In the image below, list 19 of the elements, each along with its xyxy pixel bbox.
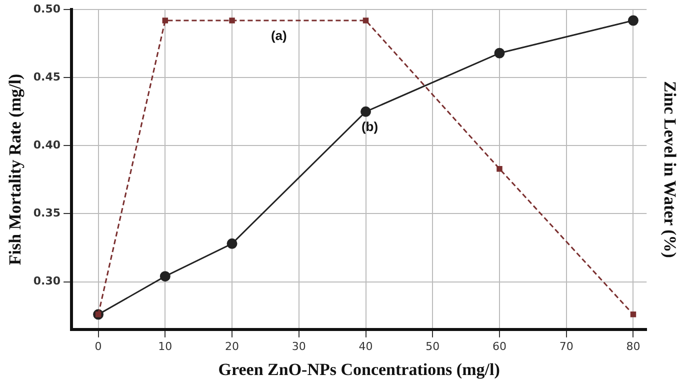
y-axis-title: Fish Mortality Rate (mg/l) — [6, 74, 25, 266]
x-tick-label: 50 — [426, 340, 440, 353]
y-tick-label: 0.35 — [33, 206, 61, 220]
series-label: (b) — [361, 119, 378, 134]
y-tick-label: 0.50 — [33, 2, 61, 16]
x-tick-label: 80 — [626, 340, 640, 353]
x-tick-label: 20 — [225, 340, 240, 353]
y2-axis-title: Zinc Level in Water (%) — [660, 81, 680, 258]
x-tick-label: 0 — [94, 340, 102, 353]
x-axis-title: Green ZnO-NPs Concentrations (mg/l) — [218, 360, 500, 380]
y-tick-label: 0.30 — [33, 274, 61, 288]
y-tick-label: 0.45 — [33, 70, 61, 84]
y-tick-label: 0.40 — [33, 138, 61, 152]
series-label: (a) — [270, 28, 287, 44]
x-tick-label: 30 — [292, 340, 306, 353]
x-tick-label: 60 — [492, 340, 506, 353]
x-tick-label: 40 — [358, 340, 373, 353]
x-tick-label: 10 — [158, 340, 172, 353]
x-tick-label: 70 — [559, 340, 574, 353]
